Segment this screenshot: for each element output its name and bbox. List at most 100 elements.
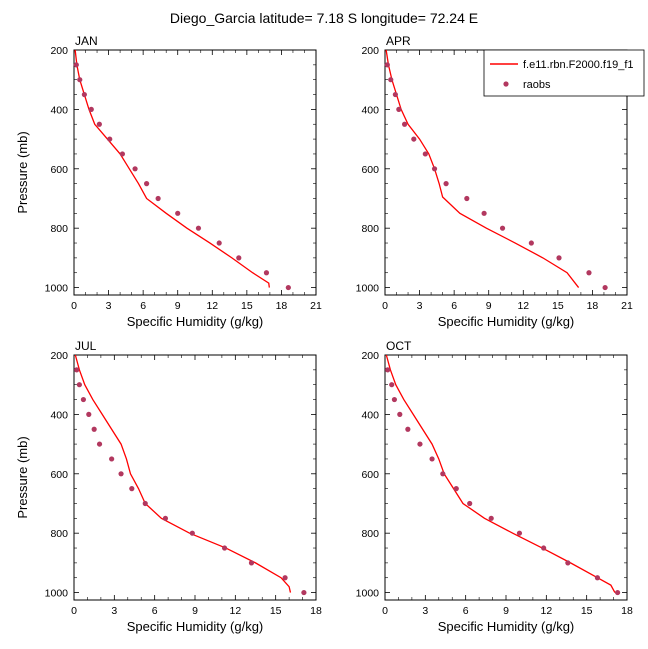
raobs-point: [528, 240, 534, 246]
raobs-point: [155, 195, 161, 202]
raobs-point: [417, 441, 423, 447]
raobs-point: [389, 382, 395, 388]
y-tick-label: 1000: [356, 588, 380, 600]
raobs-point: [142, 500, 148, 507]
y-tick-label: 1000: [45, 283, 69, 295]
x-axis-label: Specific Humidity (g/kg): [127, 619, 264, 634]
raobs-point: [594, 575, 601, 581]
x-tick-label: 12: [540, 605, 552, 617]
panel-jul: JUL 0 3 6 9 12 15 18 200 400 600 800 1000 Specific Hu…: [15, 339, 322, 634]
x-axis-label: Specific Humidity (g/kg): [127, 314, 264, 329]
x-tick-label: 18: [587, 300, 599, 312]
raobs-point: [388, 77, 394, 83]
raobs-point: [481, 210, 487, 216]
raobs-point: [263, 270, 270, 276]
figure-title: Diego_Garcia latitude= 7.18 S longitude=…: [170, 10, 478, 26]
raobs-point: [221, 545, 228, 551]
x-tick-label: 18: [310, 605, 322, 617]
raobs-point: [391, 396, 398, 403]
x-tick-label: 18: [276, 300, 288, 312]
y-tick-label: 800: [50, 223, 68, 235]
y-tick-label: 1000: [356, 283, 380, 295]
panel-label: JAN: [75, 34, 98, 48]
legend-model-label: f.e11.rbn.F2000.f19_f1: [523, 59, 634, 71]
y-tick-label: 400: [361, 409, 379, 421]
raobs-point: [107, 136, 113, 142]
y-tick-label: 600: [50, 164, 68, 176]
x-axis-label: Specific Humidity (g/kg): [438, 314, 575, 329]
raobs-point: [86, 411, 92, 417]
raobs-point: [282, 575, 288, 581]
panel-label: OCT: [386, 339, 412, 353]
raobs-point: [614, 589, 621, 596]
raobs-point: [248, 560, 255, 566]
y-tick-label: 1000: [45, 588, 69, 600]
x-tick-label: 3: [111, 605, 117, 617]
raobs-point: [301, 589, 307, 596]
raobs-point: [602, 284, 608, 291]
raobs-point: [541, 545, 547, 551]
raobs-point: [175, 210, 181, 216]
raobs-point: [195, 225, 202, 231]
legend-marker-swatch: [503, 81, 509, 87]
legend: f.e11.rbn.F2000.f19_f1 raobs: [483, 49, 645, 97]
y-tick-label: 400: [50, 104, 68, 116]
y-tick-label: 200: [361, 45, 379, 57]
y-tick-label: 800: [50, 528, 68, 540]
raobs-point: [397, 411, 403, 417]
x-tick-label: 21: [621, 300, 633, 312]
x-tick-label: 9: [486, 300, 492, 312]
y-tick-label: 600: [50, 469, 68, 481]
x-tick-label: 9: [175, 300, 181, 312]
raobs-point: [488, 515, 494, 521]
raobs-point: [464, 195, 470, 202]
raobs-point: [422, 151, 428, 157]
raobs-point: [91, 426, 97, 432]
x-tick-label: 18: [621, 605, 633, 617]
raobs-point: [586, 270, 592, 276]
x-tick-label: 12: [206, 300, 218, 312]
raobs-point: [453, 486, 459, 492]
panels: JAN 0 3 6 9 12 15 18 21 200 400 600 800 1000 Specific …: [15, 34, 633, 634]
raobs-point: [189, 530, 195, 536]
y-tick-label: 600: [361, 164, 379, 176]
raobs-point: [76, 382, 82, 388]
x-tick-label: 15: [581, 605, 593, 617]
raobs-point: [396, 106, 402, 112]
raobs-point: [216, 240, 222, 246]
y-tick-label: 200: [50, 45, 68, 57]
raobs-point: [144, 181, 150, 187]
y-axis-label: Pressure (mb): [15, 131, 30, 213]
raobs-point: [411, 136, 417, 142]
y-tick-label: 800: [361, 528, 379, 540]
raobs-point: [162, 515, 169, 521]
x-tick-label: 15: [241, 300, 253, 312]
raobs-point: [516, 530, 523, 536]
raobs-point: [118, 471, 124, 477]
x-tick-label: 15: [270, 605, 282, 617]
raobs-point: [405, 426, 411, 432]
x-tick-label: 6: [140, 300, 146, 312]
raobs-point: [96, 441, 103, 447]
y-tick-label: 800: [361, 223, 379, 235]
x-tick-label: 12: [517, 300, 529, 312]
x-tick-label: 0: [382, 300, 388, 312]
raobs-point: [385, 367, 391, 373]
raobs-point: [77, 77, 83, 83]
raobs-point: [80, 396, 87, 403]
panel-jan: JAN 0 3 6 9 12 15 18 21 200 400 600 800 1000 Specific …: [15, 34, 322, 329]
x-tick-label: 0: [382, 605, 388, 617]
raobs-point: [401, 121, 408, 127]
legend-obs-label: raobs: [523, 79, 551, 91]
raobs-point: [119, 151, 125, 157]
raobs-point: [81, 91, 87, 98]
raobs-point: [565, 560, 571, 566]
y-axis-label: Pressure (mb): [15, 436, 30, 518]
x-tick-label: 3: [417, 300, 423, 312]
x-tick-label: 0: [71, 300, 77, 312]
plot-frame: [73, 49, 317, 296]
panel-oct: OCT 0 3 6 9 12 15 18 200 400 600 800 1000 Specific Hu…: [356, 339, 633, 634]
raobs-point: [109, 456, 115, 462]
model-series-line: [385, 354, 616, 593]
raobs-point: [74, 367, 80, 373]
